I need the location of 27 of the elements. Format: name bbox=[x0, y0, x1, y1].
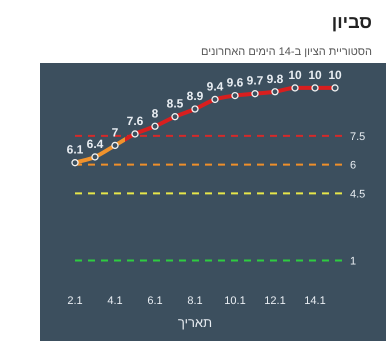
data-label: 8.5 bbox=[166, 96, 184, 111]
data-label: 10 bbox=[288, 68, 302, 82]
x-axis-title: תאריך bbox=[178, 315, 212, 330]
x-tick-label: 4.1 bbox=[107, 295, 123, 307]
data-label: 10 bbox=[328, 68, 342, 82]
x-tick-label: 6.1 bbox=[147, 295, 163, 307]
ref-line-label: 4.5 bbox=[350, 188, 366, 200]
chart-title: סביון bbox=[332, 12, 372, 32]
data-label: 10 bbox=[308, 68, 322, 82]
x-tick-label: 10.1 bbox=[224, 295, 246, 307]
data-label: 9.4 bbox=[206, 79, 224, 94]
x-tick-label: 8.1 bbox=[187, 295, 203, 307]
chart-subtitle: הסטוריית הציון ב-14 הימים האחרונים bbox=[201, 46, 372, 58]
x-tick-label: 2.1 bbox=[67, 295, 83, 307]
data-label: 8.9 bbox=[186, 89, 204, 104]
x-tick-label: 14.1 bbox=[304, 295, 326, 307]
data-label: 7.6 bbox=[126, 114, 144, 128]
data-label: 9.8 bbox=[266, 72, 284, 86]
x-tick-label: 12.1 bbox=[264, 295, 286, 307]
ref-line-label: 6 bbox=[350, 160, 356, 172]
ref-line-label: 1 bbox=[350, 255, 356, 268]
ref-line-label: 7.5 bbox=[350, 130, 366, 143]
data-label: 9.7 bbox=[246, 74, 264, 88]
data-label: 9.6 bbox=[226, 76, 244, 90]
data-label: 6.4 bbox=[86, 136, 104, 151]
data-label: 6.1 bbox=[66, 142, 84, 157]
data-label: 8 bbox=[152, 106, 159, 120]
